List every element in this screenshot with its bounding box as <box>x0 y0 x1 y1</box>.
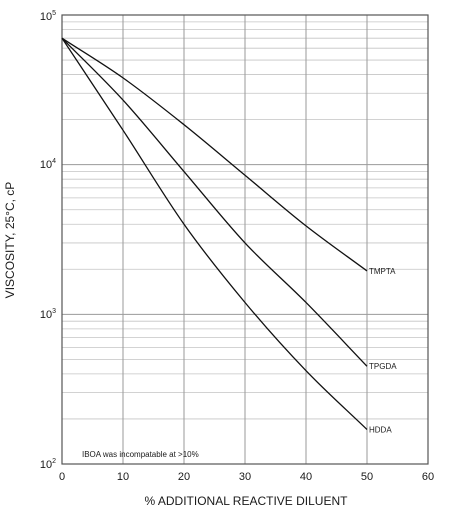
labels: 0 10 20 30 40 50 60 TMPTA TPGDA HDDA <box>59 267 434 483</box>
annotation-note: IBOA was incompatable at >10% <box>82 450 199 459</box>
x-tick-label-6: 60 <box>422 471 434 483</box>
series-label-tpgda: TPGDA <box>369 362 397 371</box>
series-line-tpgda <box>61 37 368 367</box>
x-tick-label-2: 20 <box>178 471 190 483</box>
x-tick-label-0: 0 <box>59 471 65 483</box>
y-tick-label-3: 105 <box>40 10 56 23</box>
x-axis-title: % ADDITIONAL REACTIVE DILUENT <box>145 494 349 508</box>
y-tick-label-0: 102 <box>40 458 56 471</box>
series-line-hdda <box>61 37 368 430</box>
series-lines <box>61 37 368 430</box>
y-axis-title: VISCOSITY, 25°C, cP <box>3 182 17 299</box>
grid <box>61 14 429 465</box>
x-tick-label-3: 30 <box>239 471 251 483</box>
series-label-hdda: HDDA <box>369 426 392 435</box>
x-tick-label-4: 40 <box>300 471 312 483</box>
y-tick-label-1: 103 <box>40 308 56 321</box>
y-tick-labels: 102 103 104 105 <box>40 10 56 471</box>
plot-border <box>61 14 429 465</box>
series-label-tmpta: TMPTA <box>369 267 396 276</box>
x-tick-label-5: 50 <box>361 471 373 483</box>
y-tick-label-2: 104 <box>40 158 56 171</box>
plot-frame <box>61 14 429 465</box>
series-line-tmpta <box>61 37 368 272</box>
x-tick-label-1: 10 <box>117 471 129 483</box>
